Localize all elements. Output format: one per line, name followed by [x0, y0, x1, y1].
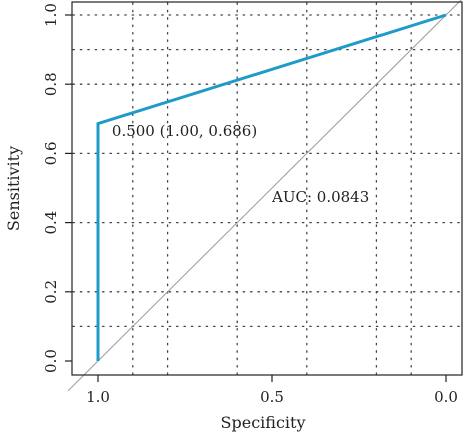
y-tick-label: 0.8 [42, 72, 60, 96]
x-tick-label: 1.0 [86, 388, 110, 406]
chart-annotation: 0.500 (1.00, 0.686) [112, 122, 257, 140]
x-tick-label: 0.0 [434, 388, 458, 406]
reference-diagonal-line [67, 0, 462, 392]
x-tick-label: 0.5 [260, 388, 284, 406]
y-tick-label: 0.6 [42, 141, 60, 165]
chart-annotation: AUC: 0.0843 [271, 188, 369, 206]
y-axis-title: Sensitivity [4, 146, 23, 231]
y-tick-label: 1.0 [42, 3, 60, 27]
plot-border [71, 1, 463, 376]
x-axis-title: Specificity [221, 413, 306, 432]
y-tick-label: 0.0 [42, 349, 60, 373]
y-tick-label: 0.2 [42, 280, 60, 304]
roc-curve-line [96, 13, 447, 361]
y-tick-label: 0.4 [42, 211, 60, 235]
